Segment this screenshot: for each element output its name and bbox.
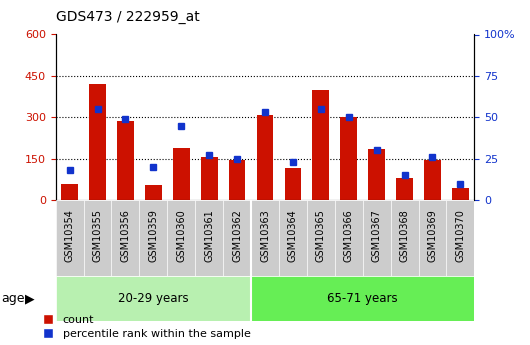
Bar xyxy=(251,276,474,321)
Text: GSM10364: GSM10364 xyxy=(288,209,298,262)
Bar xyxy=(391,200,419,276)
Text: age: age xyxy=(1,292,24,305)
Text: GSM10366: GSM10366 xyxy=(344,209,354,262)
Bar xyxy=(84,200,111,276)
Bar xyxy=(201,157,217,200)
Bar xyxy=(285,168,301,200)
Bar xyxy=(56,276,251,321)
Bar xyxy=(424,160,441,200)
Text: 65-71 years: 65-71 years xyxy=(328,292,398,305)
Text: GSM10354: GSM10354 xyxy=(65,209,75,262)
Bar xyxy=(139,200,167,276)
Bar xyxy=(419,200,446,276)
Bar xyxy=(279,200,307,276)
Bar xyxy=(257,115,273,200)
Text: GSM10362: GSM10362 xyxy=(232,209,242,262)
Bar xyxy=(173,148,190,200)
Text: GSM10370: GSM10370 xyxy=(455,209,465,262)
Text: GSM10369: GSM10369 xyxy=(428,209,437,262)
Bar xyxy=(340,117,357,200)
Legend: count, percentile rank within the sample: count, percentile rank within the sample xyxy=(42,315,251,339)
Text: 20-29 years: 20-29 years xyxy=(118,292,189,305)
Text: GSM10356: GSM10356 xyxy=(120,209,130,262)
Bar xyxy=(167,200,195,276)
Bar xyxy=(195,200,223,276)
Text: GDS473 / 222959_at: GDS473 / 222959_at xyxy=(56,10,199,24)
Text: GSM10360: GSM10360 xyxy=(176,209,186,262)
Text: ▶: ▶ xyxy=(25,292,35,305)
Text: GSM10361: GSM10361 xyxy=(204,209,214,262)
Bar xyxy=(313,90,329,200)
Text: GSM10368: GSM10368 xyxy=(400,209,410,262)
Bar xyxy=(117,121,134,200)
Bar xyxy=(251,200,279,276)
Bar xyxy=(56,200,84,276)
Bar xyxy=(111,200,139,276)
Bar xyxy=(446,200,474,276)
Bar xyxy=(396,178,413,200)
Bar xyxy=(145,185,162,200)
Bar xyxy=(368,149,385,200)
Bar xyxy=(223,200,251,276)
Bar xyxy=(335,200,363,276)
Text: GSM10367: GSM10367 xyxy=(372,209,382,262)
Bar xyxy=(307,200,335,276)
Bar xyxy=(363,200,391,276)
Text: GSM10365: GSM10365 xyxy=(316,209,326,262)
Bar xyxy=(229,160,245,200)
Bar xyxy=(452,188,469,200)
Bar xyxy=(89,84,106,200)
Text: GSM10359: GSM10359 xyxy=(148,209,158,262)
Bar xyxy=(61,184,78,200)
Text: GSM10363: GSM10363 xyxy=(260,209,270,262)
Text: GSM10355: GSM10355 xyxy=(93,209,102,262)
